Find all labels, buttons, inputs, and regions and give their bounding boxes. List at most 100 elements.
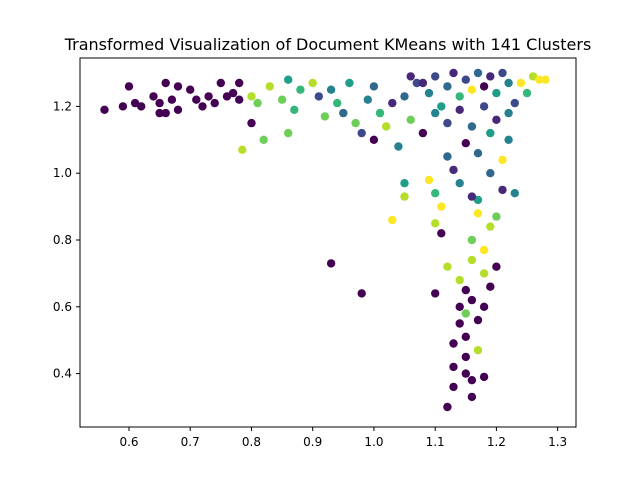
x-tick-label: 0.6 bbox=[119, 435, 138, 449]
x-tick-label: 0.9 bbox=[303, 435, 322, 449]
y-tick-label: 1.0 bbox=[53, 166, 72, 180]
y-tick-label: 0.8 bbox=[53, 233, 72, 247]
data-point bbox=[216, 78, 225, 88]
data-point bbox=[455, 179, 464, 188]
data-point bbox=[528, 72, 538, 81]
data-point bbox=[443, 262, 452, 271]
data-point bbox=[400, 92, 409, 101]
plot-frame bbox=[79, 57, 577, 428]
y-axis: 0.4 0.6 0.8 1.0 1.2 bbox=[53, 99, 80, 381]
data-point bbox=[412, 78, 421, 88]
data-point bbox=[486, 128, 495, 138]
data-point bbox=[173, 82, 183, 91]
x-tick-label: 1.0 bbox=[364, 435, 383, 449]
data-point bbox=[369, 82, 379, 91]
data-point bbox=[424, 88, 434, 98]
data-point bbox=[449, 339, 458, 348]
data-point bbox=[247, 92, 256, 101]
data-point bbox=[467, 295, 477, 305]
y-tick-label: 1.2 bbox=[53, 99, 72, 113]
data-point bbox=[461, 369, 470, 378]
x-tick-label: 1.1 bbox=[426, 435, 445, 449]
data-point bbox=[541, 75, 550, 84]
data-point bbox=[265, 82, 274, 91]
data-point bbox=[467, 85, 477, 94]
data-point bbox=[510, 189, 519, 198]
data-point bbox=[467, 122, 477, 131]
data-point bbox=[492, 115, 501, 125]
data-point bbox=[277, 95, 287, 104]
data-point bbox=[400, 179, 409, 188]
data-point bbox=[437, 202, 446, 211]
data-point bbox=[455, 92, 464, 101]
data-point bbox=[406, 72, 415, 81]
data-point bbox=[394, 142, 403, 151]
data-point bbox=[161, 78, 170, 88]
data-point bbox=[406, 115, 415, 125]
data-point bbox=[492, 262, 501, 271]
data-point bbox=[443, 152, 452, 161]
x-tick-label: 0.7 bbox=[181, 435, 200, 449]
data-point bbox=[333, 98, 342, 108]
data-point bbox=[461, 309, 470, 318]
data-point bbox=[137, 102, 146, 111]
data-point bbox=[314, 92, 323, 101]
data-point bbox=[455, 302, 464, 311]
data-point bbox=[382, 122, 391, 131]
data-point bbox=[124, 82, 134, 91]
data-point bbox=[479, 245, 489, 255]
data-point bbox=[479, 372, 489, 382]
data-point bbox=[198, 102, 207, 111]
data-point bbox=[238, 145, 247, 154]
data-point bbox=[455, 275, 464, 285]
data-point bbox=[467, 376, 477, 385]
data-point bbox=[443, 402, 452, 412]
data-point bbox=[228, 88, 238, 98]
data-point bbox=[461, 139, 470, 148]
data-point bbox=[363, 95, 372, 104]
data-point bbox=[308, 78, 317, 88]
data-point bbox=[247, 118, 256, 128]
data-point bbox=[498, 68, 507, 78]
data-point bbox=[320, 112, 330, 121]
points-layer bbox=[100, 68, 550, 412]
data-point bbox=[100, 105, 109, 115]
data-point bbox=[535, 75, 544, 84]
data-point bbox=[437, 102, 446, 111]
data-point bbox=[486, 222, 495, 231]
data-point bbox=[400, 192, 409, 201]
data-point bbox=[388, 98, 397, 108]
data-point bbox=[492, 212, 501, 221]
data-point bbox=[467, 255, 477, 265]
data-point bbox=[486, 72, 495, 81]
data-point bbox=[479, 269, 489, 278]
data-point bbox=[235, 78, 244, 88]
data-point bbox=[449, 362, 458, 372]
data-point bbox=[253, 98, 262, 108]
data-point bbox=[504, 78, 513, 88]
data-point bbox=[431, 189, 440, 198]
data-point bbox=[455, 105, 464, 115]
data-point bbox=[504, 108, 513, 118]
data-point bbox=[345, 78, 354, 88]
data-point bbox=[388, 215, 397, 225]
data-point bbox=[504, 135, 513, 144]
data-point bbox=[326, 85, 336, 94]
data-point bbox=[167, 95, 177, 104]
data-point bbox=[473, 315, 483, 325]
data-point bbox=[118, 102, 128, 111]
data-point bbox=[357, 128, 366, 138]
data-point bbox=[449, 382, 458, 392]
data-point bbox=[461, 285, 470, 295]
data-point bbox=[479, 302, 489, 311]
data-point bbox=[418, 78, 428, 88]
data-point bbox=[479, 102, 489, 111]
x-tick-label: 1.2 bbox=[487, 435, 506, 449]
data-point bbox=[418, 128, 428, 138]
data-point bbox=[498, 155, 507, 165]
data-point bbox=[461, 75, 470, 84]
x-axis: 0.6 0.7 0.8 0.9 1.0 1.1 1.2 1.3 bbox=[119, 427, 567, 449]
data-point bbox=[461, 332, 470, 341]
data-point bbox=[486, 169, 495, 178]
x-tick-label: 1.3 bbox=[548, 435, 567, 449]
